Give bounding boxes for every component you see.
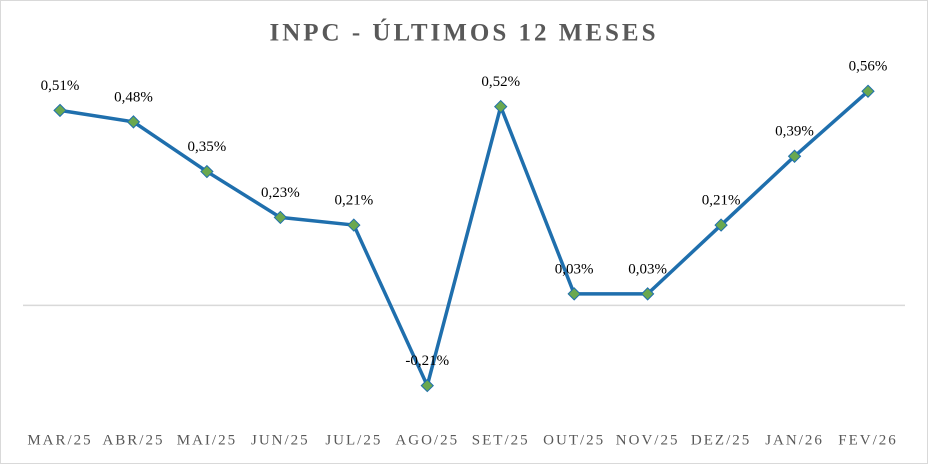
x-tick-label: MAR/25 bbox=[27, 432, 92, 448]
marker bbox=[347, 218, 361, 232]
data-label: 0,03% bbox=[555, 261, 594, 277]
x-tick-label: JAN/26 bbox=[765, 432, 824, 448]
marker bbox=[200, 164, 214, 179]
x-tick-label: FEV/26 bbox=[838, 432, 898, 448]
x-tick-label: AGO/25 bbox=[395, 432, 459, 448]
chart-title: INPC - ÚLTIMOS 12 MESES bbox=[270, 19, 659, 47]
marker bbox=[53, 103, 67, 118]
marker bbox=[494, 99, 508, 114]
data-label: 0,03% bbox=[628, 261, 667, 277]
marker bbox=[273, 210, 288, 225]
marker bbox=[420, 378, 434, 393]
data-label: 0,52% bbox=[481, 74, 520, 90]
data-label: 0,56% bbox=[849, 59, 888, 75]
marker bbox=[861, 84, 875, 98]
data-label: 0,23% bbox=[261, 185, 300, 201]
x-tick-label: OUT/25 bbox=[543, 432, 605, 448]
data-label: 0,39% bbox=[775, 124, 814, 140]
data-label: 0,21% bbox=[702, 193, 741, 209]
marker bbox=[567, 287, 581, 301]
data-label: 0,35% bbox=[188, 139, 227, 155]
x-tick-label: SET/25 bbox=[472, 432, 530, 448]
data-label: 0,48% bbox=[114, 89, 153, 105]
x-tick-label: DEZ/25 bbox=[691, 432, 751, 448]
marker bbox=[126, 115, 141, 129]
data-label: 0,21% bbox=[334, 193, 373, 209]
series-line bbox=[59, 89, 870, 388]
x-tick-label: JUN/25 bbox=[251, 432, 310, 448]
marker bbox=[640, 287, 655, 301]
data-label: -0,21% bbox=[405, 353, 449, 369]
x-tick-label: ABR/25 bbox=[102, 432, 164, 448]
data-label: 0,51% bbox=[41, 78, 80, 94]
marker bbox=[714, 218, 728, 232]
marker bbox=[787, 149, 802, 163]
x-tick-label: JUL/25 bbox=[325, 432, 382, 448]
x-tick-label: MAI/25 bbox=[177, 432, 237, 448]
x-tick-label: NOV/25 bbox=[616, 432, 680, 448]
